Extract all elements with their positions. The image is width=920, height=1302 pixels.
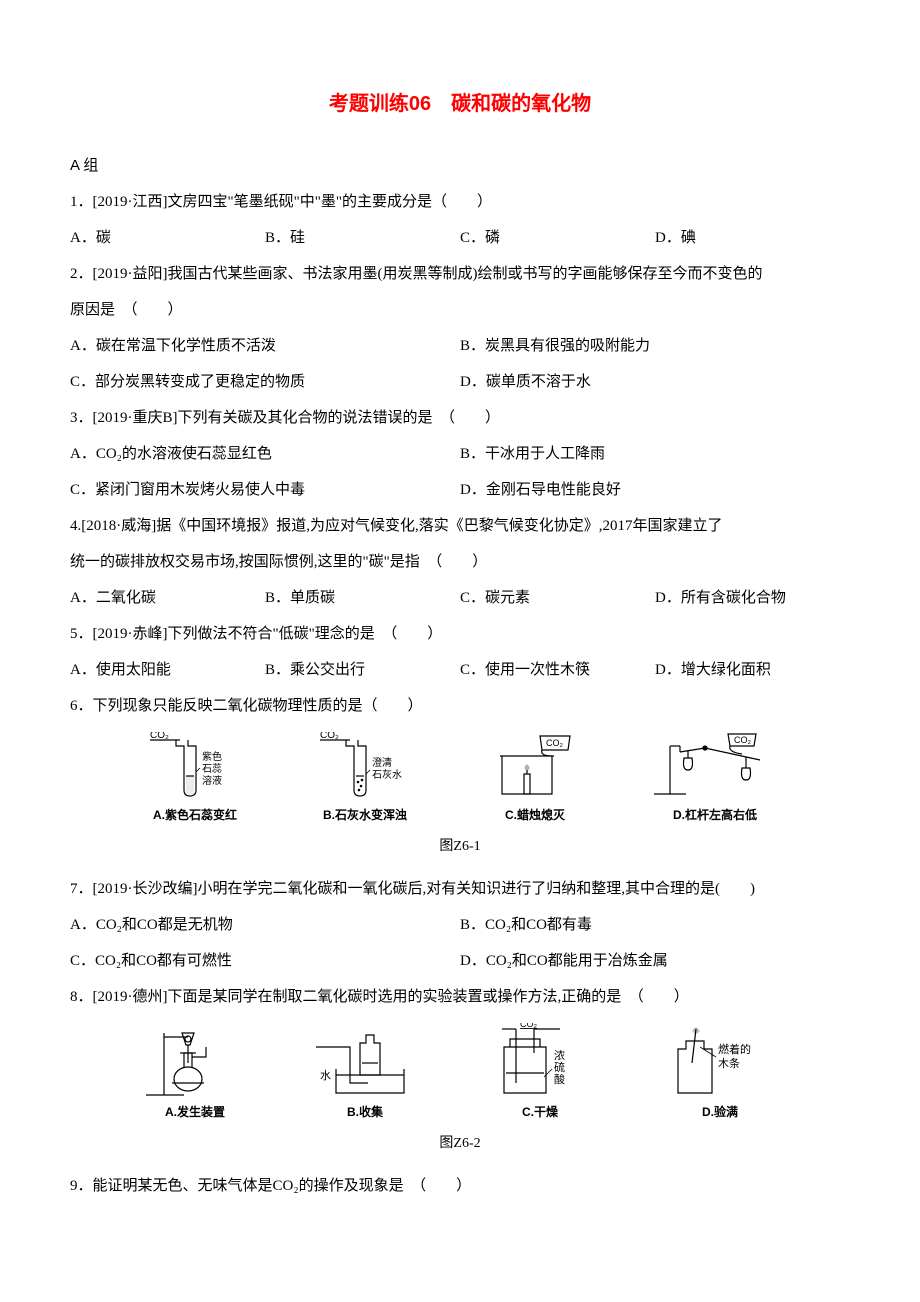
fig-d-balance: CO₂ D.杠杆左高右低 <box>650 732 780 824</box>
svg-text:石蕊: 石蕊 <box>202 763 222 775</box>
fig2-d-label: D.验满 <box>702 1105 738 1121</box>
q4-stem-b: 统一的碳排放权交易市场,按国际惯例,这里的"碳"是指 （ ） <box>70 544 850 580</box>
q3-opt-d: D．金刚石导电性能良好 <box>460 472 850 508</box>
svg-text:紫色: 紫色 <box>202 750 222 763</box>
q2-options: A．碳在常温下化学性质不活泼 B．炭黑具有很强的吸附能力 C．部分炭黑转变成了更… <box>70 328 850 400</box>
apparatus-2c-icon: CO₂ 浓 硫 酸 <box>480 1023 600 1101</box>
q2-stem-a: 2．[2019·益阳]我国古代某些画家、书法家用墨(用炭黑等制成)绘制或书写的字… <box>70 256 850 292</box>
svg-text:CO₂: CO₂ <box>546 738 564 748</box>
svg-text:浓: 浓 <box>554 1049 565 1062</box>
fig-b-tube: CO₂ 澄清 石灰水 B.石灰水变浑浊 <box>310 732 420 824</box>
fig2-a: A.发生装置 <box>140 1023 250 1121</box>
q7-opt-a: A．CO₂和CO都是无机物 <box>70 907 460 943</box>
q5-stem: 5．[2019·赤峰]下列做法不符合"低碳"理念的是 （ ） <box>70 616 850 652</box>
apparatus-c-icon: CO₂ <box>480 732 590 804</box>
q2-opt-d: D．碳单质不溶于水 <box>460 364 850 400</box>
svg-text:石灰水: 石灰水 <box>372 768 402 781</box>
q9-stem: 9．能证明某无色、无味气体是CO₂的操作及现象是 （ ） <box>70 1168 850 1204</box>
q1-opt-b: B．硅 <box>265 220 460 256</box>
figure-z6-2: A.发生装置 水 B.收集 <box>110 1023 810 1121</box>
apparatus-2d-icon: 燃着的 木条 <box>660 1023 780 1101</box>
fig2-a-label: A.发生装置 <box>165 1105 225 1121</box>
q8-stem: 8．[2019·德州]下面是某同学在制取二氧化碳时选用的实验装置或操作方法,正确… <box>70 979 850 1015</box>
fig-z6-1-caption: 图Z6-1 <box>70 830 850 864</box>
q3-opt-a: A．CO₂的水溶液使石蕊显红色 <box>70 436 460 472</box>
q4-options: A．二氧化碳 B．单质碳 C．碳元素 D．所有含碳化合物 <box>70 580 850 616</box>
q1-opt-a: A．碳 <box>70 220 265 256</box>
svg-text:木条: 木条 <box>718 1056 740 1070</box>
fig-c-beaker: CO₂ C.蜡烛熄灭 <box>480 732 590 824</box>
apparatus-d-icon: CO₂ <box>650 732 780 804</box>
q4-opt-d: D．所有含碳化合物 <box>655 580 850 616</box>
q3-opt-b: B．干冰用于人工降雨 <box>460 436 850 472</box>
q1-opt-d: D．碘 <box>655 220 850 256</box>
svg-text:硫: 硫 <box>554 1060 565 1074</box>
fig-d-label: D.杠杆左高右低 <box>673 808 757 824</box>
svg-text:水: 水 <box>320 1069 331 1082</box>
q7-stem: 7．[2019·长沙改编]小明在学完二氧化碳和一氧化碳后,对有关知识进行了归纳和… <box>70 871 850 907</box>
apparatus-b-icon: CO₂ 澄清 石灰水 <box>310 732 420 804</box>
apparatus-2b-icon: 水 <box>310 1023 420 1101</box>
q7-opt-c: C．CO₂和CO都有可燃性 <box>70 943 460 979</box>
q5-opt-d: D．增大绿化面积 <box>655 652 850 688</box>
q4-stem-a: 4.[2018·威海]据《中国环境报》报道,为应对气候变化,落实《巴黎气候变化协… <box>70 508 850 544</box>
fig-c-label: C.蜡烛熄灭 <box>505 808 565 824</box>
q4-opt-c: C．碳元素 <box>460 580 655 616</box>
q1-opt-c: C．磷 <box>460 220 655 256</box>
svg-text:澄清: 澄清 <box>372 756 392 769</box>
group-a-label: A 组 <box>70 148 850 184</box>
q7-options: A．CO₂和CO都是无机物 B．CO₂和CO都有毒 C．CO₂和CO都有可燃性 … <box>70 907 850 979</box>
fig-a-tube: CO₂ 紫色 石蕊 溶液 A.紫色石蕊变红 <box>140 732 250 824</box>
apparatus-2a-icon <box>140 1023 250 1101</box>
svg-text:CO₂: CO₂ <box>150 732 169 741</box>
fig2-b: 水 B.收集 <box>310 1023 420 1121</box>
q1-stem: 1．[2019·江西]文房四宝"笔墨纸砚"中"墨"的主要成分是（ ） <box>70 184 850 220</box>
q4-opt-a: A．二氧化碳 <box>70 580 265 616</box>
svg-text:CO₂: CO₂ <box>734 735 752 745</box>
fig2-c-label: C.干燥 <box>522 1105 558 1121</box>
q7-opt-d: D．CO₂和CO都能用于冶炼金属 <box>460 943 850 979</box>
q5-opt-b: B．乘公交出行 <box>265 652 460 688</box>
q2-opt-b: B．炭黑具有很强的吸附能力 <box>460 328 850 364</box>
fig2-d: 燃着的 木条 D.验满 <box>660 1023 780 1121</box>
q5-opt-a: A．使用太阳能 <box>70 652 265 688</box>
apparatus-a-icon: CO₂ 紫色 石蕊 溶液 <box>140 732 250 804</box>
q3-options: A．CO₂的水溶液使石蕊显红色 B．干冰用于人工降雨 C．紧闭门窗用木炭烤火易使… <box>70 436 850 508</box>
svg-text:酸: 酸 <box>554 1072 565 1086</box>
page-title: 考题训练06 碳和碳的氧化物 <box>70 80 850 128</box>
fig2-c: CO₂ 浓 硫 酸 C.干燥 <box>480 1023 600 1121</box>
fig-z6-2-caption: 图Z6-2 <box>70 1127 850 1161</box>
fig-b-label: B.石灰水变浑浊 <box>323 808 407 824</box>
svg-text:CO₂: CO₂ <box>320 732 339 741</box>
q4-opt-b: B．单质碳 <box>265 580 460 616</box>
q7-opt-b: B．CO₂和CO都有毒 <box>460 907 850 943</box>
svg-text:溶液: 溶液 <box>202 774 222 787</box>
q2-stem-b: 原因是 （ ） <box>70 292 850 328</box>
svg-text:CO₂: CO₂ <box>520 1023 538 1029</box>
q2-opt-c: C．部分炭黑转变成了更稳定的物质 <box>70 364 460 400</box>
fig-a-label: A.紫色石蕊变红 <box>153 808 237 824</box>
q3-opt-c: C．紧闭门窗用木炭烤火易使人中毒 <box>70 472 460 508</box>
q2-opt-a: A．碳在常温下化学性质不活泼 <box>70 328 460 364</box>
fig2-b-label: B.收集 <box>347 1105 383 1121</box>
q1-options: A．碳 B．硅 C．磷 D．碘 <box>70 220 850 256</box>
figure-z6-1: CO₂ 紫色 石蕊 溶液 A.紫色石蕊变红 CO₂ 澄清 石灰水 B.石灰水变浑… <box>110 732 810 824</box>
q5-options: A．使用太阳能 B．乘公交出行 C．使用一次性木筷 D．增大绿化面积 <box>70 652 850 688</box>
q6-stem: 6．下列现象只能反映二氧化碳物理性质的是（ ） <box>70 688 850 724</box>
q3-stem: 3．[2019·重庆B]下列有关碳及其化合物的说法错误的是 （ ） <box>70 400 850 436</box>
svg-text:燃着的: 燃着的 <box>718 1042 751 1056</box>
q5-opt-c: C．使用一次性木筷 <box>460 652 655 688</box>
